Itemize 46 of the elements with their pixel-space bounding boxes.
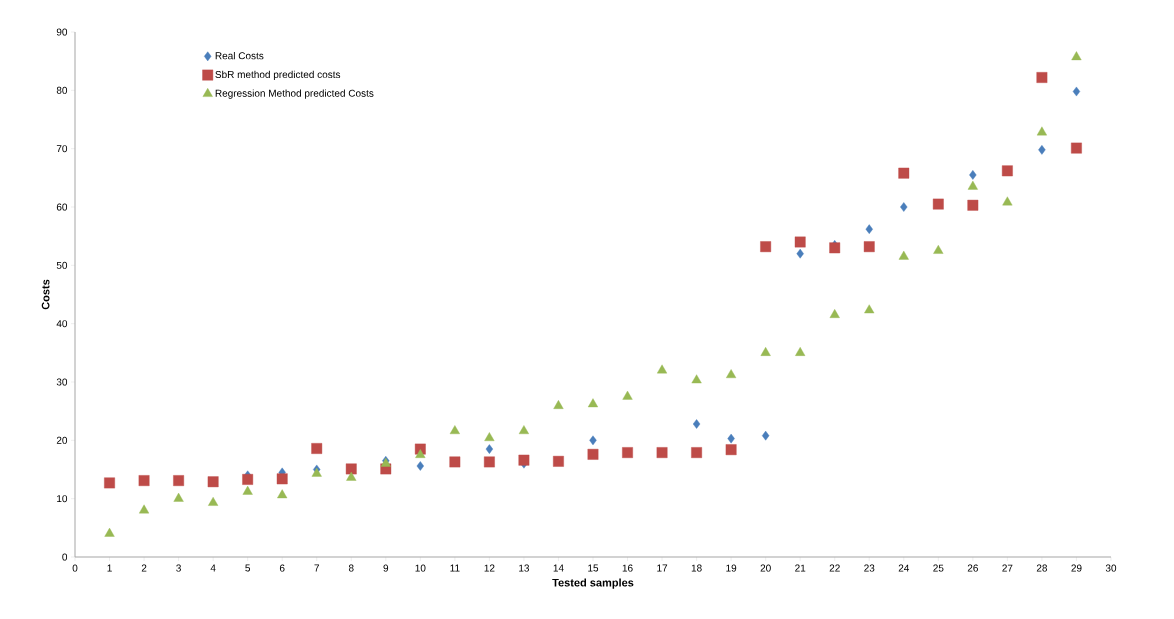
- y-tick-label: 70: [56, 145, 68, 153]
- x-tick-label: 6: [279, 564, 285, 572]
- x-tick-label: 1: [107, 564, 112, 572]
- x-tick-label: 23: [864, 564, 875, 572]
- x-tick-label: 7: [314, 564, 320, 572]
- y-tick-label: 50: [56, 261, 68, 269]
- legend-label: Real Costs: [215, 51, 264, 60]
- x-tick-label: 0: [72, 564, 78, 572]
- legend-label: SbR method predicted costs: [215, 70, 341, 81]
- x-tick-label: 11: [450, 564, 460, 572]
- x-tick-label: 21: [795, 564, 806, 572]
- y-tick-label: 40: [56, 320, 68, 328]
- x-tick-label: 24: [898, 564, 910, 572]
- x-tick-label: 16: [622, 564, 633, 572]
- x-tick-label: 13: [519, 564, 530, 572]
- x-tick-label: 19: [726, 564, 737, 572]
- x-tick-label: 18: [691, 564, 702, 572]
- x-tick-label: 14: [553, 564, 564, 572]
- y-tick-label: 20: [56, 436, 68, 444]
- x-tick-label: 8: [348, 564, 354, 572]
- y-axis-title: Costs: [41, 279, 50, 310]
- x-tick-label: 12: [484, 564, 495, 572]
- x-tick-label: 10: [415, 564, 426, 572]
- x-axis-title: Tested samples: [552, 578, 634, 589]
- x-tick-label: 28: [1036, 564, 1048, 572]
- x-tick-label: 9: [383, 564, 389, 572]
- x-tick-label: 15: [588, 564, 599, 572]
- x-tick-label: 27: [1002, 564, 1013, 572]
- x-tick-label: 26: [967, 564, 978, 572]
- x-tick-label: 4: [210, 564, 216, 572]
- y-tick-label: 90: [56, 28, 68, 36]
- y-tick-label: 80: [56, 86, 68, 94]
- x-tick-label: 29: [1071, 564, 1082, 572]
- x-tick-label: 20: [760, 564, 771, 572]
- x-tick-label: 17: [657, 564, 668, 572]
- y-tick-label: 60: [56, 203, 68, 211]
- x-tick-label: 22: [829, 564, 840, 572]
- y-tick-label: 0: [62, 553, 68, 561]
- y-tick-label: 10: [57, 495, 68, 503]
- x-tick-label: 2: [141, 564, 147, 572]
- x-tick-label: 5: [245, 564, 251, 572]
- y-tick-label: 30: [56, 378, 68, 386]
- x-tick-label: 3: [176, 564, 181, 572]
- legend-label: Regression Method predicted Costs: [215, 89, 374, 99]
- x-tick-label: 30: [1105, 564, 1117, 572]
- x-tick-label: 25: [933, 564, 944, 572]
